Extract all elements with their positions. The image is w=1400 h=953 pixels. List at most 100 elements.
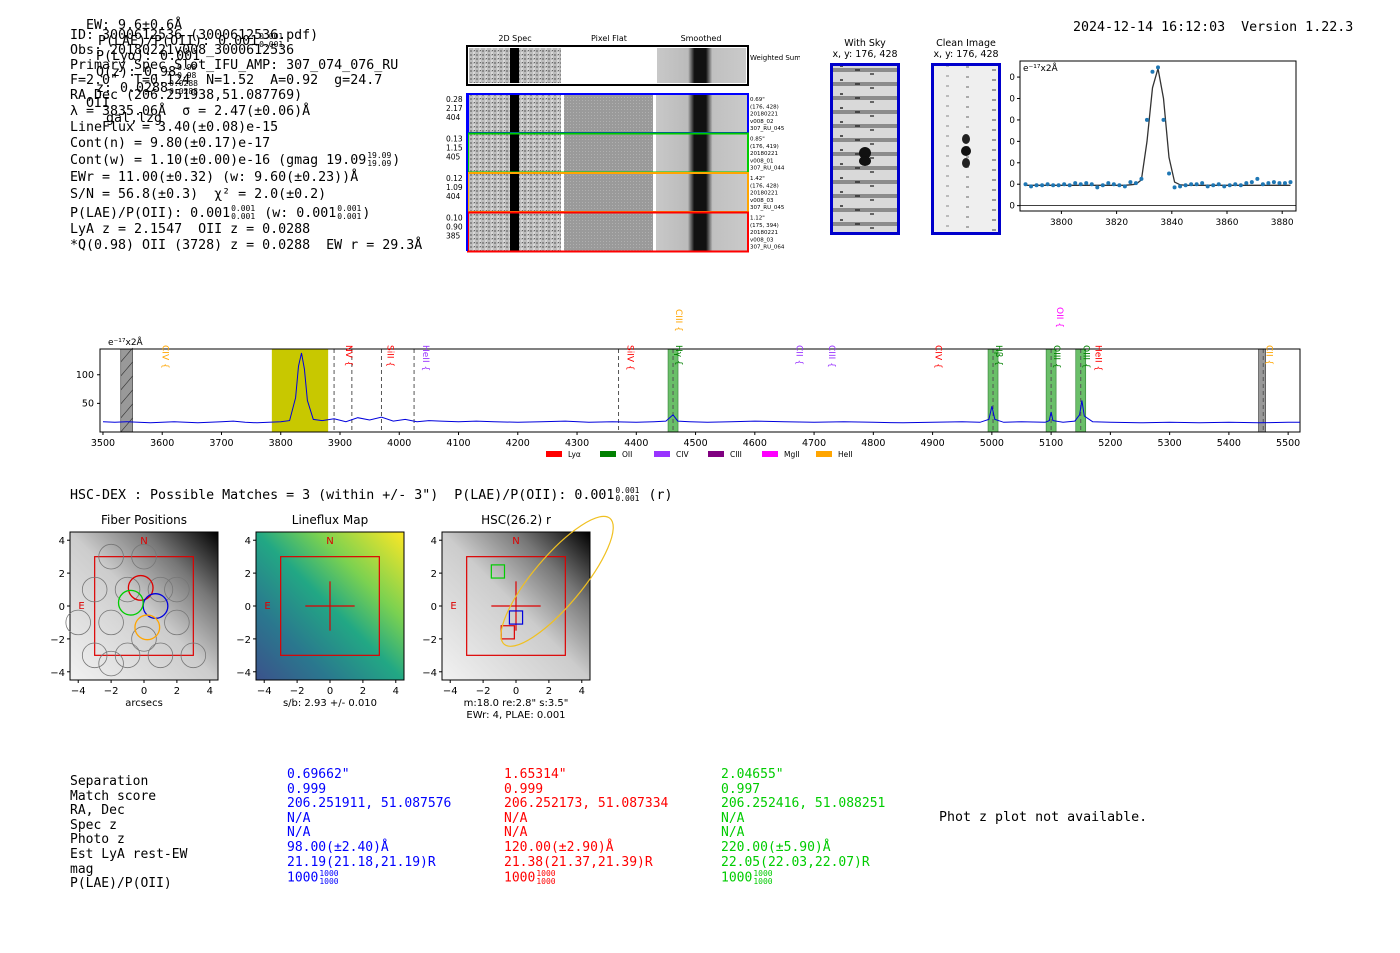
cutout-right-label: (175, 394)	[750, 223, 779, 229]
panel-north-label: N	[512, 536, 519, 547]
cutout-left-label: 2.17	[446, 104, 463, 113]
table-cell: N/A	[287, 810, 311, 826]
fit-data-point	[1260, 182, 1265, 187]
weighted-sum-label: Weighted Sum	[750, 54, 800, 62]
panel-title: Lineflux Map	[292, 513, 368, 527]
info-contw-row: Cont(w) = 1.10(±0.00)e-16 (gmag 19.09 19.…	[70, 151, 401, 169]
fit-ytick-label: 40	[1010, 159, 1015, 169]
match-col-1: 0.69662" 0.999 206.251911, 51.087576 N/A N/A…	[287, 767, 451, 886]
cutout-pixelflat	[564, 174, 653, 211]
fit-ytick-label: 0	[1010, 202, 1015, 212]
fit-data-point	[1056, 183, 1061, 188]
table-cell: 98.00(±2.40)Å	[287, 839, 389, 855]
fit-data-point	[1238, 183, 1243, 188]
info-obs: Obs: 20180221v008_3000612536	[70, 43, 295, 58]
cutout-left-label: 0.10	[446, 214, 463, 223]
fit-ytick-label: 120	[1010, 73, 1015, 83]
panel-xtick-label: −2	[290, 686, 305, 697]
line-fit-chart: e⁻¹⁷x2Å 0 20 40 60 80 100 120 3800 3820 3840 3860 38…	[1010, 60, 1297, 228]
cutout-right-label: 20180221	[750, 112, 778, 118]
clean-image-xy: x, y: 176, 428	[933, 49, 999, 60]
panel-xlabel: m:18.0 re:2.8" s:3.5"	[464, 698, 569, 709]
line-label: SiII {	[384, 345, 394, 367]
info-lineflux: LineFlux = 3.40(±0.08)e-15	[70, 120, 279, 135]
line-label: OIII {	[1051, 345, 1061, 369]
info-contw-frac: 19.09 19.09	[367, 151, 392, 168]
header-version: Version 1.22.3	[1241, 20, 1354, 35]
spec-xtick-label: 4500	[683, 438, 707, 449]
panel-ytick-label: 4	[431, 536, 437, 547]
cutout-right-label: v008_03	[750, 237, 774, 243]
info-id: ID: 3000612536 (3000612536.pdf)	[70, 28, 319, 43]
col-title-smoothed: Smoothed	[681, 34, 722, 43]
legend-swatch	[816, 451, 832, 457]
table-cell: 220.00(±5.90)Å	[721, 839, 831, 855]
info-primary: Primary Spec_Slot_IFU_AMP: 307_074_076_R…	[70, 58, 399, 73]
panel-ytick-label: −4	[236, 668, 251, 679]
fit-data-point	[1222, 184, 1227, 189]
with-sky-header: With Sky x, y: 176, 428	[830, 38, 900, 60]
panel-xtick-label: 2	[546, 686, 552, 697]
info-params: F=2.0" T=0.124 N=1.52 A=0.92 g=24.7	[70, 73, 383, 88]
spec-axes-frame	[99, 348, 1301, 433]
col-title-2dspec: 2D Spec	[498, 34, 531, 43]
table-cell: 1000 1000 1000	[721, 869, 773, 887]
table-cell-frac: 1000 1000	[753, 869, 773, 887]
legend-label: Lyα	[568, 450, 581, 459]
match-col-2: 1.65314" 0.999 206.252173, 51.087334 N/A N/A…	[504, 767, 668, 887]
panel-xlabel2: EWr: 4, PLAE: 0.001	[466, 710, 565, 721]
fit-data-point	[1255, 176, 1260, 181]
fiber-circle	[98, 650, 124, 677]
fit-xtick-label: 3880	[1271, 218, 1294, 228]
fit-data-point	[1282, 181, 1287, 186]
panel-xtick-label: 2	[360, 686, 366, 697]
cutout-smoothed	[656, 95, 747, 132]
spec-xtick-label: 4300	[565, 438, 589, 449]
line-label: NV {	[343, 345, 353, 366]
panel-xtick-label: 4	[207, 686, 213, 697]
panel-xtick-label: 0	[513, 686, 519, 697]
fit-data-point	[1078, 182, 1083, 187]
panel-ytick-label: 0	[431, 602, 437, 613]
table-cell: 21.19(21.18,21.19)R	[287, 854, 436, 870]
panel-xtick-label: −4	[71, 686, 86, 697]
panel-image	[70, 532, 218, 680]
spec-ytick-label: 50	[82, 398, 94, 409]
header-plae-frac: 0.001 0.001	[259, 32, 284, 49]
info-sn: S/N = 56.8(±0.3) χ² = 2.0(±0.2)	[70, 187, 327, 202]
with-sky-xy: x, y: 176, 428	[832, 49, 898, 60]
fiber-circle	[98, 609, 124, 636]
spec-unit-label: e⁻¹⁷x2Å	[108, 336, 144, 348]
cutout-smoothed	[656, 174, 747, 211]
table-cell: N/A	[504, 825, 528, 841]
fit-xtick-label: 3820	[1105, 218, 1128, 228]
table-cell: N/A	[721, 810, 745, 826]
match-box-blue	[508, 610, 524, 625]
hsc-title: HSC-DEX : Possible Matches = 3 (within +…	[70, 488, 615, 503]
cutout-pixelflat	[564, 134, 653, 172]
table-label: mag	[70, 861, 94, 877]
panel-xtick-label: 4	[393, 686, 399, 697]
table-label: Spec z	[70, 817, 117, 833]
panel-ytick-label: 2	[59, 569, 65, 580]
fit-data-point	[1249, 180, 1254, 185]
clean-image-header: Clean Image x, y: 176, 428	[930, 38, 1002, 60]
spec-xtick-label: 5400	[1217, 438, 1241, 449]
spec-xtick-label: 3800	[269, 438, 293, 449]
fit-data-point	[1161, 117, 1166, 122]
fit-data-point	[1084, 181, 1089, 186]
table-cell-frac: 1000 1000	[536, 869, 556, 887]
legend-label: CIV	[676, 450, 689, 459]
spec-xtick-label: 5100	[1039, 438, 1063, 449]
table-cell: 2.04655"	[721, 767, 784, 782]
fit-data-point	[1183, 183, 1188, 188]
table-cell: 22.05(22.03,22.07)R	[721, 854, 870, 870]
panel-xtick-label: −4	[443, 686, 458, 697]
cutout-2dspec-line	[510, 213, 519, 251]
header-qz-frac: 0.98 0.98	[177, 63, 197, 80]
header-plya: P(Lyα): 0.001	[96, 49, 201, 64]
cutout-right-label: 307_RU_044	[750, 166, 785, 172]
panel-east-label: E	[78, 601, 84, 612]
table-cell: 0.997	[721, 781, 761, 797]
